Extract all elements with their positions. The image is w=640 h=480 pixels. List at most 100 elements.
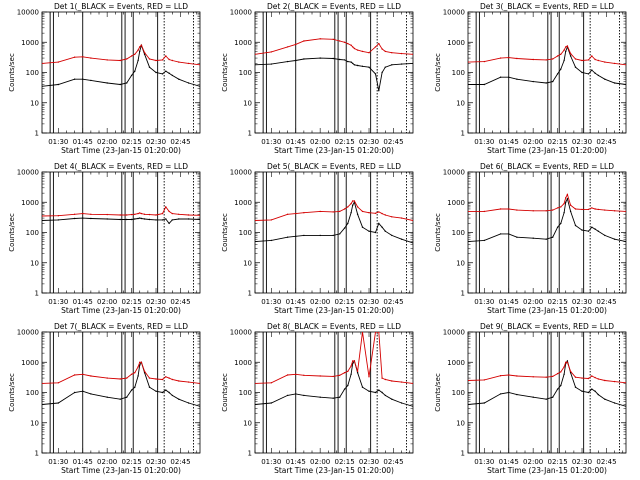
series-lld-point (155, 59, 157, 62)
series-events-point (178, 78, 180, 80)
series-events-point (516, 78, 518, 80)
panel-title: Det 7(_BLACK = Events, RED = LLD (54, 322, 188, 331)
series-events-point (255, 64, 256, 66)
series-lld-point (171, 378, 173, 381)
series-events-point (468, 83, 469, 86)
x-tick-label: 02:30 (146, 138, 166, 146)
series-events-point (134, 218, 136, 220)
series-lld-point (140, 44, 143, 46)
series-lld-point (165, 55, 167, 57)
series-lld-point (604, 379, 606, 382)
series-lld-point (171, 212, 173, 215)
y-tick-label: 1 (248, 290, 252, 298)
x-tick-label: 02:30 (359, 298, 379, 306)
x-tick-label: 02:30 (572, 138, 592, 146)
series-lld-point (187, 214, 190, 216)
series-events-point (569, 210, 572, 213)
series-events-point (90, 217, 92, 220)
x-tick-label: 02:45 (170, 298, 190, 306)
series-events-point (625, 405, 626, 407)
series-events-point (42, 85, 43, 87)
series-lld-point (532, 376, 534, 378)
series-events-point (350, 61, 352, 63)
x-tick-label: 01:45 (499, 298, 519, 306)
series-lld-point (126, 377, 128, 379)
series-lld-point (347, 370, 349, 373)
x-tick-label: 02:30 (572, 458, 592, 466)
y-axis-label: Counts/sec (221, 53, 229, 92)
y-axis-label: Counts/sec (434, 53, 442, 92)
series-events-point (137, 59, 139, 62)
series-events-point (499, 76, 502, 78)
series-lld-point (613, 380, 616, 383)
series-events-point (339, 58, 341, 61)
series-lld-point (343, 372, 346, 374)
x-tick-label: 01:45 (286, 458, 306, 466)
series-events-point (155, 71, 157, 74)
series-lld-point (270, 382, 272, 384)
panel-title: Det 8(_BLACK = Events, RED = LLD (267, 322, 401, 331)
series-events-line (42, 217, 200, 225)
x-tick-label: 02:30 (146, 458, 166, 466)
series-events-point (604, 398, 606, 400)
series-events-point (270, 239, 272, 242)
series-events-point (332, 57, 334, 60)
series-lld-point (361, 332, 364, 333)
x-tick-label: 02:00 (310, 298, 330, 306)
series-lld-line (42, 206, 200, 217)
series-lld-point (178, 380, 180, 382)
series-events-point (161, 73, 164, 75)
x-tick-label: 02:30 (146, 298, 166, 306)
series-events-point (625, 83, 626, 86)
series-events-point (137, 375, 139, 377)
y-tick-label: 100 (26, 389, 39, 397)
x-tick-label: 01:30 (474, 298, 494, 306)
series-lld-point (597, 378, 599, 380)
series-events-point (347, 60, 349, 63)
x-tick-label: 02:30 (359, 138, 379, 146)
x-tick-label: 02:00 (97, 138, 117, 146)
series-lld-point (332, 375, 334, 378)
series-events-point (270, 63, 272, 65)
series-lld-point (594, 208, 596, 210)
series-lld-point (391, 52, 393, 54)
series-events-point (126, 218, 128, 221)
series-lld-point (552, 375, 554, 378)
series-events-point (106, 82, 108, 84)
x-tick-label: 01:30 (474, 458, 494, 466)
series-lld-point (270, 51, 272, 53)
y-axis-label: Counts/sec (8, 213, 16, 252)
series-lld-point (581, 59, 583, 62)
series-lld-point (356, 370, 359, 373)
series-lld-point (594, 58, 596, 61)
series-events-point (126, 82, 128, 84)
series-events-point (361, 386, 364, 388)
series-lld-point (352, 46, 354, 48)
x-tick-label: 02:15 (121, 298, 141, 306)
series-lld-point (255, 382, 256, 385)
series-lld-point (339, 210, 341, 213)
y-tick-label: 10000 (230, 9, 252, 17)
y-tick-label: 1 (35, 450, 39, 458)
series-events-point (347, 384, 349, 387)
panel-det-7: Det 7(_BLACK = Events, RED = LLD 1 10 100 10… (8, 322, 201, 475)
series-events-point (368, 66, 370, 68)
series-events-point (552, 80, 554, 83)
series-lld-point (581, 377, 583, 379)
series-events-point (565, 201, 567, 203)
y-tick-label: 100 (26, 69, 39, 77)
series-lld-point (143, 370, 146, 373)
y-tick-label: 1000 (21, 199, 39, 207)
series-lld-point (569, 52, 572, 55)
series-lld-point (106, 59, 108, 61)
series-events-point (199, 85, 200, 87)
series-events-point (613, 238, 616, 240)
series-events-point (574, 224, 577, 227)
y-tick-label: 1000 (21, 359, 39, 367)
x-axis-label: Start Time (23-Jan-15 01:20:00) (274, 466, 394, 475)
series-events-point (134, 386, 136, 388)
series-events-point (545, 398, 547, 400)
x-tick-label: 02:45 (596, 458, 616, 466)
series-events-line (255, 359, 413, 407)
series-events-point (545, 82, 547, 84)
